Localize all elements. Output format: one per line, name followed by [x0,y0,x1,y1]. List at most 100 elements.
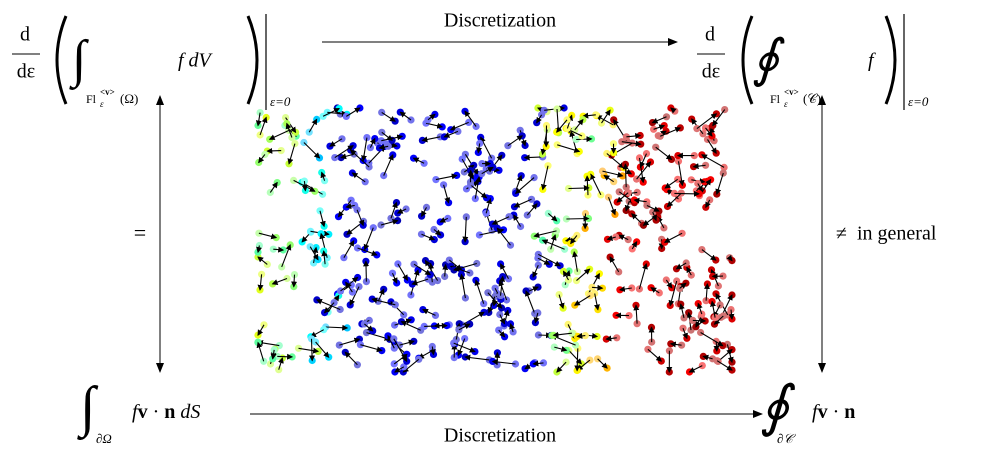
domain: Fl [770,92,781,106]
domain: ∂Ω [96,431,112,446]
velocity-arrow [548,213,556,220]
formula-top-right: d dε ∮ Fl <v> ε (𝒞) f ε=0 [697,14,929,110]
symbol: · [148,401,165,423]
symbol: · [828,401,845,423]
velocity-arrow [398,264,408,280]
particle [698,311,705,318]
domain-sub: ε [100,99,104,109]
paren [248,16,257,104]
velocity-arrow [674,193,699,194]
velocity-arrow [693,320,705,321]
domain: ∂𝒞 [777,431,796,446]
velocity-arrow [304,143,320,158]
particle [354,206,361,213]
integrand: fv · n [812,401,855,423]
integrand: fv · n dS [132,401,200,423]
particle [713,150,720,157]
numerator: d [705,24,715,46]
symbol: v [818,401,828,423]
particle [610,178,617,185]
particle [612,233,619,240]
particle [615,268,622,275]
domain-arg: (𝒞) [803,91,821,106]
velocity-arrow [609,197,616,214]
velocity-arrow [270,130,289,139]
velocity-arrow [665,179,678,188]
velocity-arrow [258,343,264,362]
velocity-arrow [289,144,295,164]
particle [519,132,526,139]
integral: ∮ [752,31,785,88]
particle [418,231,425,238]
particle [605,194,612,201]
velocity-arrow [569,350,582,363]
velocity-arrow [444,185,449,203]
velocity-arrow [436,175,457,179]
diagram: d dε ∫ Fl <v> ε (Ω) f dV ε=0 d dε ∮ Fl <… [0,0,989,452]
edge-label: Discretization [444,10,556,32]
velocity-arrow [702,250,716,261]
velocity-arrow [363,138,367,161]
velocity-arrow [610,257,619,272]
particle [316,207,323,214]
particle [338,135,345,142]
particle [587,292,594,299]
velocity-arrow [557,362,566,372]
velocity-arrow [366,261,367,281]
velocity-arrow [639,264,646,289]
particle [539,237,546,244]
velocity-arrow [267,151,281,152]
domain: Fl [86,92,97,106]
integral: ∫ [69,31,89,90]
edge-label: = [134,220,146,245]
velocity-arrow [382,112,395,121]
formula-top-left: d dε ∫ Fl <v> ε (Ω) f dV ε=0 [12,14,291,110]
integral: ∮ [760,376,796,438]
velocity-arrow [632,214,642,224]
particle [643,260,650,267]
particle [677,124,684,131]
particle [535,262,542,269]
velocity-arrow [543,166,548,190]
velocity-arrow [351,150,369,167]
particle [625,236,632,243]
velocity-arrow [527,204,537,215]
particle [698,151,705,158]
particle [518,172,525,179]
particle [350,142,357,149]
denominator: dε [702,61,720,83]
velocity-arrow [465,217,466,242]
velocity-arrow [575,120,583,130]
symbol: n [844,401,855,423]
particle [628,170,635,177]
edge-label: Discretization [444,425,556,447]
edge-label: ≠ in general [836,223,937,245]
velocity-arrow [345,352,357,365]
particle [255,230,262,237]
velocity-arrow [514,215,521,226]
velocity-arrow [360,345,381,351]
velocity-arrow [648,349,661,361]
velocity-arrow [312,339,313,361]
evaluation: ε=0 [270,94,291,109]
velocity-arrow [656,147,672,159]
formula-bottom-left: ∫ ∂Ω fv · n dS [77,376,200,446]
particle [633,238,640,245]
domain-sup: <v> [784,87,799,97]
particle [683,259,690,266]
symbol: v [138,401,148,423]
particle-field [254,104,735,375]
paren [743,16,752,104]
velocity-arrow [481,137,492,158]
velocity-arrow [717,173,724,194]
particle [440,181,447,188]
velocity-arrow [701,333,723,346]
particle [307,243,314,250]
integrand: f [868,50,876,72]
velocity-arrow [344,241,354,258]
velocity-arrow [591,174,601,195]
particle [370,224,377,231]
particle [318,230,325,237]
velocity-arrow [384,155,393,176]
particle [707,176,714,183]
